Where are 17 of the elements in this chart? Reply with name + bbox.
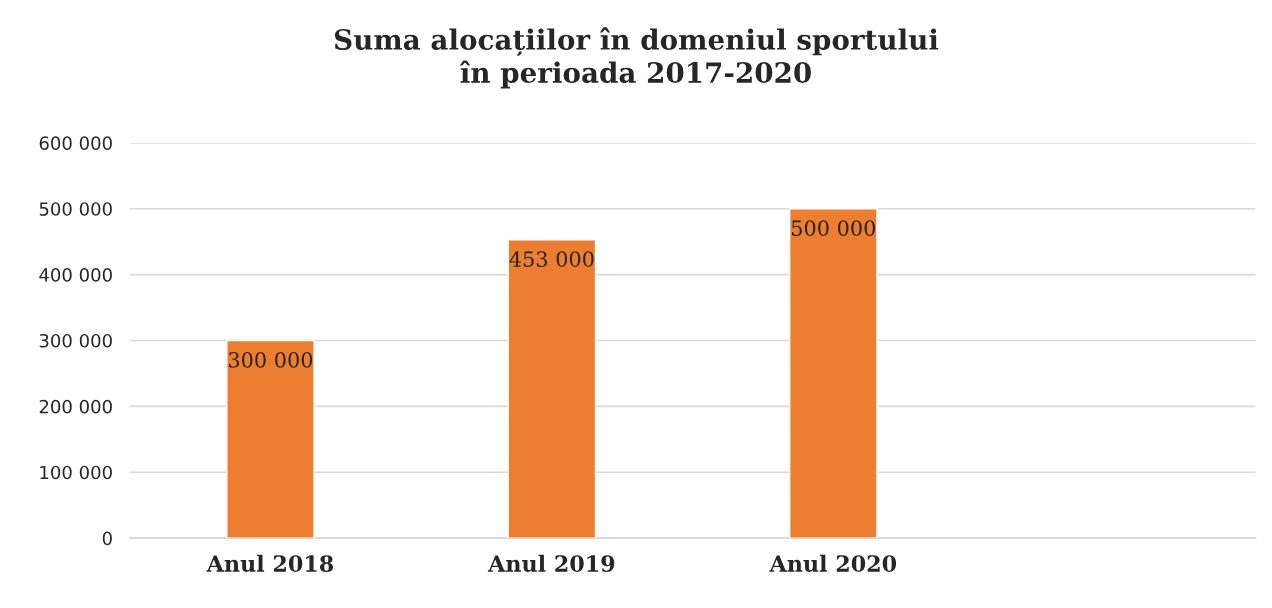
y-tick-label: 500 000	[39, 202, 112, 216]
y-tick-label: 400 000	[39, 268, 112, 282]
bar	[226, 339, 315, 539]
data-label: 500 000	[792, 220, 876, 236]
bar	[507, 239, 597, 539]
x-tick-label: Anul 2018	[206, 554, 334, 572]
y-tick-label: 200 000	[39, 399, 112, 414]
data-label: 453 000	[509, 251, 594, 267]
y-tick-label: 0	[102, 531, 112, 546]
data-label: 300 000	[228, 351, 313, 368]
x-tick-label: Anul 2020	[769, 554, 897, 572]
chart-title: Suma alocațiilor în domeniul sportului în perioada 2017-2020	[334, 27, 939, 89]
y-tick-label: 300 000	[39, 333, 112, 348]
x-tick-label: Anul 2019	[487, 554, 615, 572]
y-tick-label: 600 000	[39, 136, 112, 150]
y-tick-label: 100 000	[40, 465, 112, 480]
bar	[789, 208, 878, 539]
